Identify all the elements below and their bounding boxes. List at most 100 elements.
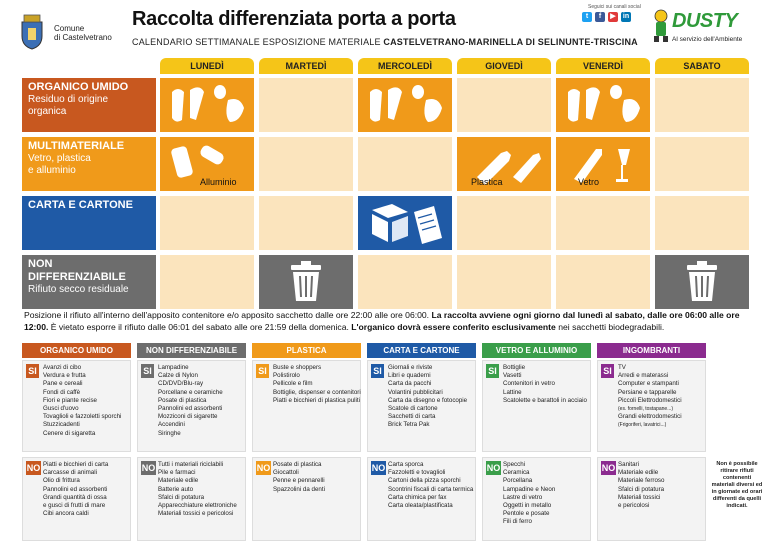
cell-multi-saturday <box>655 137 749 191</box>
no-box-ingombranti: NO Sanitari Materiale edile Materiale fe… <box>597 457 706 541</box>
si-box-plastica: SI Buste e shoppers Polistirolo Pellicol… <box>252 360 361 452</box>
list-item: CD/DVD/Blu-ray <box>158 380 204 388</box>
list-item: Brick Tetra Pak <box>388 421 430 429</box>
list-item: Polistirolo <box>273 372 300 380</box>
list-item: Giornali e riviste <box>388 364 433 371</box>
si-tag: SI <box>486 364 499 378</box>
row-title: ORGANICO UMIDO <box>28 81 129 93</box>
list-item: Scontrini fiscali di carta termica <box>388 485 474 493</box>
row-label-multimateriale: MULTIMATERIALE Vetro, plastica e allumin… <box>22 137 156 191</box>
si-list: Avanzi di cibo Verdura e frutta Pane e c… <box>43 364 121 438</box>
no-list: Tutti i materiali riciclabili Pile e far… <box>158 461 237 518</box>
list-item: Apparecchiature elettroniche <box>158 502 237 510</box>
no-list: Specchi Ceramica Porcellana Lampadine e … <box>503 461 555 527</box>
list-item: Mozziconi di sigarette <box>158 413 218 421</box>
list-item: Spazzolini da denti <box>273 485 325 493</box>
facebook-icon[interactable]: f <box>595 12 605 22</box>
list-item: Carta sporca <box>388 461 424 468</box>
list-item: Sanitari <box>618 461 639 468</box>
cell-secco-wednesday <box>358 255 452 309</box>
organic-waste-icon <box>370 85 442 122</box>
cell-multi-wednesday <box>358 137 452 191</box>
row-desc: Vetro, plastica <box>28 153 91 164</box>
cell-multi-tuesday <box>259 137 353 191</box>
list-item: Scatolette e barattoli in acciaio <box>503 396 587 404</box>
no-list: Sanitari Materiale edile Materiale ferro… <box>618 461 664 510</box>
list-item: Lastre di vetro <box>503 493 543 501</box>
organic-waste-icon <box>568 85 640 122</box>
cell-organico-thursday <box>457 78 551 132</box>
cell-carta-wednesday <box>358 196 452 250</box>
cell-carta-friday <box>556 196 650 250</box>
youtube-icon[interactable]: ▶ <box>608 12 618 22</box>
list-item: Carta chimica per fax <box>388 493 447 501</box>
no-box-organico: NO Piatti e bicchieri di carta Carcasse … <box>22 457 131 541</box>
row-desc: e alluminio <box>28 165 76 176</box>
cell-secco-thursday <box>457 255 551 309</box>
social-label: Seguici sui canali social <box>588 4 641 10</box>
list-item: Sfalci di potatura <box>618 485 665 493</box>
cell-organico-tuesday <box>259 78 353 132</box>
caption-glass: Vetro <box>578 177 600 187</box>
comune-label: Comune <box>54 24 85 33</box>
day-header-thursday: GIOVEDÌ <box>457 58 551 74</box>
twitter-icon[interactable]: t <box>582 12 592 22</box>
day-header-wednesday: MERCOLEDÌ <box>358 58 452 74</box>
subtitle-locations: CASTELVETRANO-MARINELLA DI SELINUNTE-TRI… <box>383 37 638 47</box>
subtitle-prefix: CALENDARIO SETTIMANALE ESPOSIZIONE MATER… <box>132 37 381 47</box>
si-list: Lampadine Calze di Nylon CD/DVD/Blu-ray … <box>158 364 223 438</box>
si-box-organico: SI Avanzi di cibo Verdura e frutta Pane … <box>22 360 131 452</box>
category-header-carta: CARTA E CARTONE <box>367 343 476 358</box>
cell-carta-saturday <box>655 196 749 250</box>
list-item: Avanzi di cibo <box>43 364 82 371</box>
list-item: Gusci d'uovo <box>43 405 79 413</box>
list-item: Calze di Nylon <box>158 372 198 380</box>
mascot-icon <box>654 9 668 42</box>
no-box-plastica: NO Posate di plastica Giocattoli Penne e… <box>252 457 361 541</box>
list-item: Lampadine <box>158 364 189 371</box>
notice-text-bold: L'organico dovrà essere conferito esclus… <box>351 321 556 332</box>
list-item: Specchi <box>503 461 526 468</box>
row-desc: Residuo di origine <box>28 94 109 105</box>
notice-text: nei sacchetti biodegradabili. <box>558 321 665 332</box>
list-item: Ceramica <box>503 469 530 477</box>
list-item: Lampadine e Neon <box>503 485 556 493</box>
cell-organico-wednesday <box>358 78 452 132</box>
no-tag: NO <box>371 461 386 475</box>
list-item: Contenitori in vetro <box>503 380 555 388</box>
brand-tagline: Al servizio dell'Ambiente <box>672 36 743 43</box>
list-item: Cibi ancora caldi <box>43 510 89 518</box>
si-tag: SI <box>371 364 384 378</box>
no-tag: NO <box>26 461 41 475</box>
notice-text: È vietato esporre il rifiuto dalle 06:01… <box>50 321 349 332</box>
list-item: Fondi di caffè <box>43 388 81 396</box>
notice-text-bold: La raccolta avviene ogni giorno dal lune… <box>24 310 740 332</box>
caption-aluminium: Alluminio <box>200 177 237 187</box>
list-item: Giocattoli <box>273 469 299 477</box>
day-header-monday: LUNEDÌ <box>160 58 254 74</box>
linkedin-icon[interactable]: in <box>621 12 631 22</box>
si-tag: SI <box>26 364 39 378</box>
coat-of-arms-logo <box>21 14 43 50</box>
list-item: (es. fornelli, tostapane...) <box>618 406 674 413</box>
list-item: e gusci di frutti di mare <box>43 502 106 510</box>
no-tag: NO <box>486 461 501 475</box>
day-header-tuesday: MARTEDÌ <box>259 58 353 74</box>
paper-cardboard-icon <box>372 204 442 244</box>
list-item: Materiali tossici <box>618 493 661 501</box>
list-item: Grandi quantità di ossa <box>43 493 107 501</box>
day-header-saturday: SABATO <box>655 58 749 74</box>
list-item: Cenere di sigaretta <box>43 429 96 437</box>
list-item: Libri e quaderni <box>388 372 431 380</box>
list-item: Computer e stampanti <box>618 380 679 388</box>
organic-waste-icon <box>172 85 244 122</box>
notice-text: Posizione il rifiuto all'interno dell'ap… <box>24 310 430 320</box>
page-title: Raccolta differenziata porta a porta <box>132 8 456 30</box>
row-title: CARTA E CARTONE <box>28 199 133 211</box>
list-item: Grandi elettrodomestici <box>618 413 682 421</box>
row-desc: organica <box>28 106 67 117</box>
row-title: MULTIMATERIALE <box>28 140 125 152</box>
si-list: Bottiglie Vasetti Contenitori in vetro L… <box>503 364 587 405</box>
si-box-carta: SI Giornali e riviste Libri e quaderni C… <box>367 360 476 452</box>
si-list: Buste e shoppers Polistirolo Pellicole e… <box>273 364 361 405</box>
